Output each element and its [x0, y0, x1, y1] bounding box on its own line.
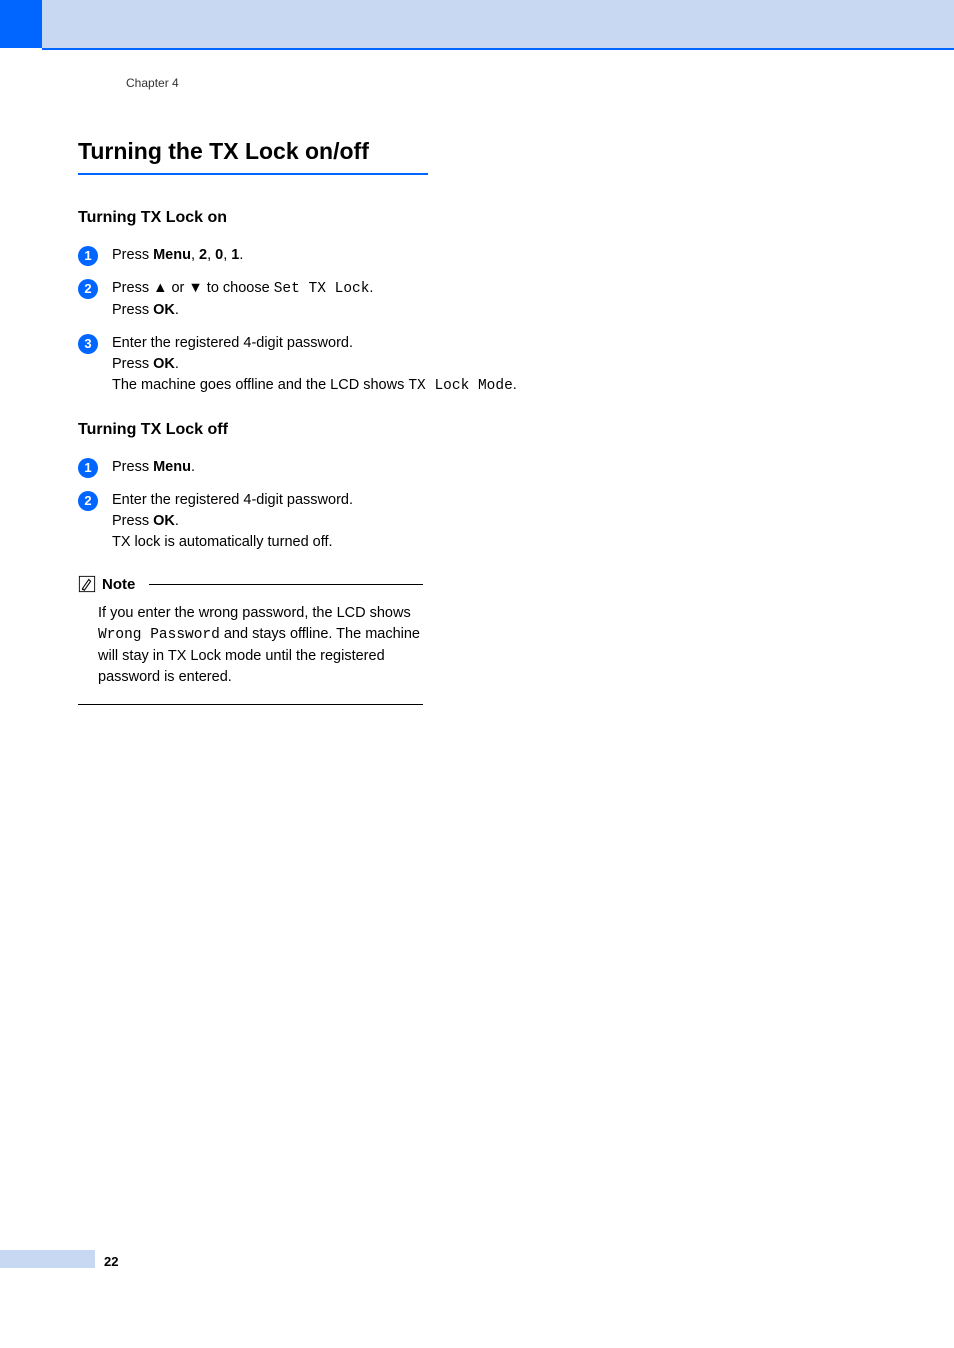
bold-text: Menu	[153, 459, 191, 475]
step-body: Press Menu, 2, 0, 1.	[112, 245, 548, 266]
header-rule	[42, 48, 954, 50]
body-text: .	[175, 513, 179, 529]
header-bar	[0, 0, 954, 48]
chapter-label: Chapter 4	[126, 76, 548, 90]
body-text: .	[369, 280, 373, 296]
body-text: Enter the registered 4-digit password.	[112, 335, 353, 351]
body-text: or	[167, 280, 188, 296]
note-top-rule-wrap	[149, 584, 423, 585]
body-text: .	[513, 377, 517, 393]
lcd-text: Wrong Password	[98, 627, 220, 643]
page-title-rule: Turning the TX Lock on/off	[78, 138, 428, 175]
body-text: Press	[112, 513, 153, 529]
body-text: The machine goes offline and the LCD sho…	[112, 377, 408, 393]
note-header: Note	[78, 575, 423, 593]
arrow-icon: ▲	[153, 280, 167, 296]
step-body: Press ▲ or ▼ to choose Set TX Lock. Press…	[112, 278, 548, 321]
section-heading: Turning TX Lock off	[78, 421, 548, 439]
note-body: If you enter the wrong password, the LCD…	[98, 603, 423, 688]
bold-text: OK	[153, 356, 175, 372]
bold-text: Menu	[153, 247, 191, 263]
footer-accent-bar	[0, 1250, 95, 1268]
lcd-text: TX Lock Mode	[408, 378, 512, 394]
step-item: 2 Enter the registered 4-digit password. P…	[78, 490, 548, 553]
body-text: .	[239, 247, 243, 263]
step-item: 3 Enter the registered 4-digit password. P…	[78, 333, 548, 397]
body-text: ,	[207, 247, 215, 263]
body-text: to choose	[203, 280, 274, 296]
step-item: 1 Press Menu, 2, 0, 1.	[78, 245, 548, 266]
body-text: Press	[112, 356, 153, 372]
page-title: Turning the TX Lock on/off	[78, 138, 428, 165]
body-text: Press	[112, 280, 153, 296]
sections: Turning TX Lock on1Press Menu, 2, 0, 1.2…	[78, 209, 548, 553]
page-number: 22	[104, 1254, 118, 1269]
note-icon	[78, 575, 96, 593]
document-page: Chapter 4 Turning the TX Lock on/off Tur…	[0, 0, 954, 1348]
body-text: If you enter the wrong password, the LCD…	[98, 605, 411, 621]
step-body: Enter the registered 4-digit password. Pr…	[112, 490, 548, 553]
bold-text: OK	[153, 302, 175, 318]
note-title: Note	[102, 576, 135, 593]
header-accent-stripe	[0, 0, 42, 48]
step-number-badge: 2	[78, 491, 98, 511]
bold-text: 2	[199, 247, 207, 263]
note-top-rule	[149, 584, 423, 585]
body-text: Enter the registered 4-digit password.	[112, 492, 353, 508]
body-text: Press	[112, 302, 153, 318]
bold-text: OK	[153, 513, 175, 529]
step-number-badge: 1	[78, 246, 98, 266]
step-number-badge: 1	[78, 458, 98, 478]
arrow-icon: ▼	[188, 280, 202, 296]
body-text: .	[175, 302, 179, 318]
section-heading: Turning TX Lock on	[78, 209, 548, 227]
body-text: Press	[112, 459, 153, 475]
step-number-badge: 2	[78, 279, 98, 299]
step-item: 1 Press Menu.	[78, 457, 548, 478]
body-text: ,	[191, 247, 199, 263]
body-text: .	[175, 356, 179, 372]
step-item: 2Press ▲ or ▼ to choose Set TX Lock.Pres…	[78, 278, 548, 321]
body-text: Press	[112, 247, 153, 263]
step-number-badge: 3	[78, 334, 98, 354]
body-text: .	[191, 459, 195, 475]
content-column: Chapter 4 Turning the TX Lock on/off Tur…	[78, 76, 548, 705]
step-body: Enter the registered 4-digit password. Pr…	[112, 333, 548, 397]
body-text: TX lock is automatically turned off.	[112, 534, 333, 550]
lcd-text: Set TX Lock	[274, 281, 370, 297]
note-bottom-rule	[78, 704, 423, 705]
note-callout: Note If you enter the wrong password, th…	[78, 575, 423, 705]
step-body: Press Menu.	[112, 457, 548, 478]
